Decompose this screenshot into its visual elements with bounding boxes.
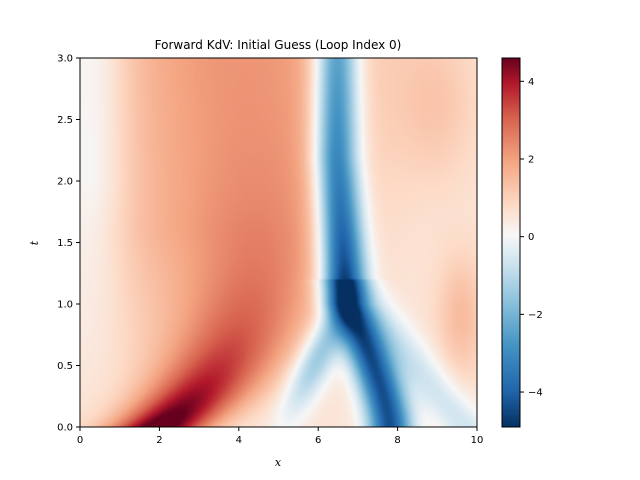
colorbar-tick-label: 0	[528, 232, 534, 243]
colorbar-gradient	[501, 57, 521, 428]
x-tick-label: 6	[315, 435, 321, 446]
colorbar-tick-label: −2	[528, 310, 543, 321]
x-tick-label: 2	[156, 435, 162, 446]
colorbar-tick-label: −4	[528, 388, 543, 399]
y-tick-label: 2.5	[57, 115, 73, 126]
heatmap-image	[80, 58, 477, 427]
y-tick-label: 2.0	[57, 177, 73, 188]
y-tick-label: 1.0	[57, 300, 73, 311]
x-axis-label: x	[275, 456, 282, 469]
x-tick-label: 10	[471, 435, 484, 446]
y-tick-label: 1.5	[57, 238, 73, 249]
x-tick-label: 0	[77, 435, 83, 446]
colorbar-ticks: 4 2 0 −2 −4	[520, 77, 543, 399]
x-tick-label: 8	[394, 435, 400, 446]
x-tick-label: 4	[236, 435, 242, 446]
y-tick-label: 3.0	[57, 54, 73, 65]
y-tick-label: 0.5	[57, 361, 73, 372]
chart-title: Forward KdV: Initial Guess (Loop Index 0…	[155, 38, 402, 52]
colorbar-tick-label: 2	[528, 154, 534, 165]
y-axis: 0.0 0.5 1.0 1.5 2.0 2.5 3.0	[57, 54, 80, 434]
y-axis-label: t	[28, 240, 41, 245]
x-axis: 0 2 4 6 8 10	[77, 427, 484, 446]
heatmap-plot-area	[79, 57, 478, 428]
y-tick-label: 0.0	[57, 423, 73, 434]
colorbar-tick-label: 4	[528, 77, 534, 88]
colorbar: 4 2 0 −2 −4	[501, 57, 543, 428]
